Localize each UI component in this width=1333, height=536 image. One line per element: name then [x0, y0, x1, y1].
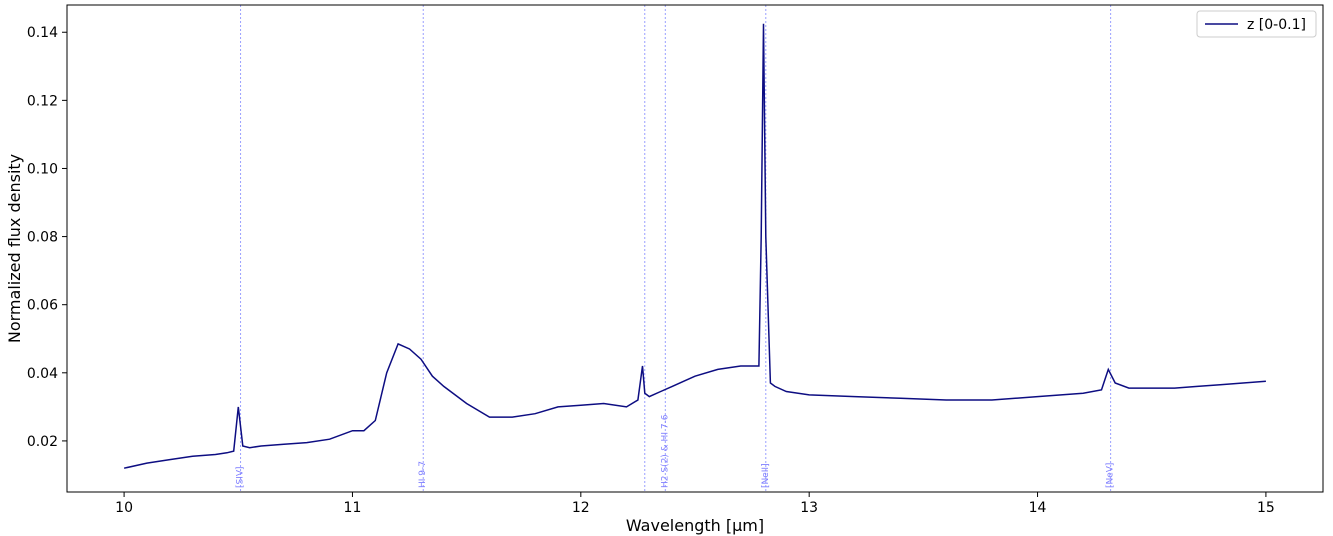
- emission-line-label: H2 S(2) & HI 7-6: [660, 414, 670, 488]
- y-tick-label: 0.10: [27, 161, 58, 177]
- plot-area-frame: [66, 4, 1324, 493]
- legend-entry-z-0-0.1: z [0-0.1]: [1247, 17, 1306, 33]
- emission-line-label: HI 9-7: [418, 461, 428, 488]
- emission-line-label: [NeII]: [761, 463, 771, 488]
- emission-line-markers: [SIV] HI 9-7 H2 S(2) & HI 7-6 [NeII] [NeV]: [236, 5, 1116, 492]
- y-tick-label: 0.02: [27, 434, 58, 450]
- emission-line-label: [SIV]: [236, 466, 246, 488]
- x-axis-ticks: 10 11 12 13 14 15: [115, 492, 1275, 516]
- y-tick-label: 0.04: [27, 366, 58, 382]
- x-axis-label: Wavelength [μm]: [626, 516, 764, 535]
- x-tick-label: 11: [344, 500, 362, 516]
- emission-line-label: [NeV]: [1106, 463, 1116, 488]
- y-tick-label: 0.14: [27, 25, 58, 41]
- x-tick-label: 14: [1029, 500, 1047, 516]
- y-tick-label: 0.08: [27, 230, 58, 246]
- x-tick-label: 12: [572, 500, 590, 516]
- y-tick-label: 0.06: [27, 298, 58, 314]
- y-tick-label: 0.12: [27, 93, 58, 109]
- x-tick-label: 10: [115, 500, 133, 516]
- y-axis-ticks: 0.02 0.04 0.06 0.08 0.10 0.12 0.14: [27, 25, 67, 450]
- legend: z [0-0.1]: [1196, 10, 1317, 38]
- x-tick-label: 15: [1257, 500, 1275, 516]
- legend-box: [1196, 10, 1317, 38]
- y-axis-label: Normalized flux density: [5, 154, 24, 343]
- x-tick-label: 13: [800, 500, 818, 516]
- series-line-z-0-0.1: [123, 23, 1266, 469]
